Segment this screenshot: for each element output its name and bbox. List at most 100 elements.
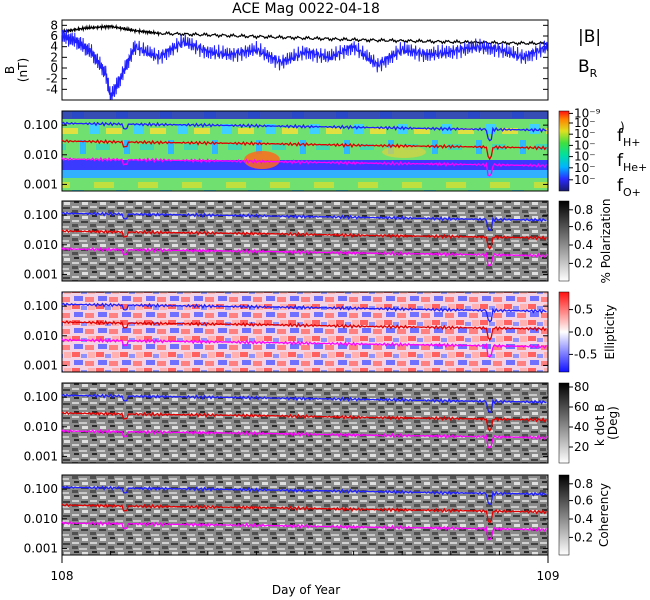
freq-line-f-hplus [61,393,547,414]
colorbar-tick-label: 0.8 [574,203,593,217]
legend-b-radial-sub: R [590,67,598,80]
kdotb-colorbar-label-line1: k dot B [593,404,607,446]
freq-line-f-oplus [61,337,547,358]
freq-line-f-oplus [61,428,547,449]
freq-line-f-heplus [61,139,547,161]
freq-line-f-heplus [61,503,547,525]
power-colorbar-paren: ) [620,120,625,134]
coherency-panel: 0.8 0.6 0.4 0.2 Coherency [61,474,611,556]
freq-y-tick-label: 0.010 [24,512,58,526]
power-colorbar-ticks: 10⁻⁹10⁻10⁻10⁻10⁻10⁻10⁻ [569,106,601,187]
freq-line-f-heplus [61,320,547,342]
polarization-panel: 0.8 0.6 0.4 0.2 % Polarization [61,199,613,284]
freq-line-f-heplus [61,229,547,251]
colorbar-tick-label: 10⁻ [574,127,596,141]
power-warm-band [382,146,426,158]
series-b-radial-line [61,29,548,100]
colorbar-tick-label: 0.6 [574,494,593,508]
freq-y-tick-label: 0.100 [24,118,58,132]
ellipticity-colorbar [558,291,570,373]
colorbar-tick-label: 0.0 [574,325,593,339]
colorbar-tick-label: -0.5 [574,347,597,361]
field-y-tick-label: 8 [50,18,58,32]
freq-line-f-hplus [61,485,547,506]
freq-y-tick-label: 0.100 [24,299,58,313]
freq-y-tick-label: 0.010 [24,420,58,434]
freq-line-f-oplus [61,156,547,177]
coherency-colorbar-label: Coherency [597,483,611,547]
colorbar-tick-label: 10⁻⁹ [574,106,601,120]
freq-line-f-heplus [61,411,547,433]
field-y-tick-label: -2 [46,72,58,86]
kdotb-panel-frame [61,382,549,464]
field-y-axis-label: B(nT) [3,58,30,82]
polarization-spectrogram [62,201,548,281]
field-series [61,23,548,100]
power-hotspot [244,151,280,169]
freq-y-tick-label: 0.001 [24,177,58,191]
power-high-band [62,111,548,119]
frequency-lines [61,121,547,541]
freq-y-tick-label: 0.001 [24,449,58,463]
legend-b-total: |B| [578,27,601,47]
legend-b-radial: BR [578,57,598,80]
freq-line-f-oplus [61,520,547,541]
colorbar-tick-label: 0.6 [574,220,593,234]
kdotb-colorbar-ticks: 80 60 40 20 [569,380,589,454]
legend-b-radial-base: B [578,57,590,77]
coherency-colorbar-ticks: 0.8 0.6 0.4 0.2 [569,477,593,544]
ellipticity-panel: 0.5 0.0 -0.5 Ellipticity [61,291,617,373]
chart-title: ACE Mag 0022-04-18 [232,1,380,17]
freq-line-f-hplus [61,211,547,232]
ellipticity-colorbar-label: Ellipticity [603,305,617,360]
field-y-tick-label: 0 [50,61,58,75]
freq-y-tick-label: 0.001 [24,267,58,281]
species-legend-item: fH+ [617,126,641,149]
colorbar-tick-label: 10⁻ [574,150,596,164]
power-spectrogram [62,111,548,191]
coherency-spectrogram [62,475,548,555]
power-panel: 10⁻⁹10⁻10⁻10⁻10⁻10⁻10⁻ ) fH+fHe+fO+ [61,106,647,199]
freq-line-f-hplus [61,302,547,323]
colorbar-tick-label: 20 [574,440,589,454]
freq-line-f-hplus [61,121,547,142]
x-axis-label: Day of Year [272,583,340,597]
freq-y-tick-label: 0.100 [24,208,58,222]
freq-y-tick-label: 0.100 [24,482,58,496]
freq-y-tick-label: 0.010 [24,329,58,343]
kdotb-colorbar [558,382,570,464]
ellipticity-colorbar-ticks: 0.5 0.0 -0.5 [569,303,597,361]
kdotb-spectrogram [62,383,548,463]
freq-line-f-oplus [61,246,547,267]
field-y-tick-label: 2 [50,50,58,64]
colorbar-tick-label: 0.4 [574,512,593,526]
freq-y-tick-label: 0.010 [24,148,58,162]
colorbar-tick-label: 0.8 [574,477,593,491]
freq-y-tick-label: 0.001 [24,541,58,555]
freq-y-tick-label: 0.010 [24,238,58,252]
species-legend-item: fO+ [617,176,641,199]
colorbar-tick-label: 40 [574,420,589,434]
colorbar-tick-label: 0.5 [574,303,593,317]
polarization-colorbar-ticks: 0.8 0.6 0.4 0.2 [569,203,593,270]
colorbar-tick-label: 10⁻ [574,173,596,187]
polarization-colorbar [558,200,570,282]
ellipticity-spectrogram [62,292,548,372]
series-b-total-line [61,23,548,47]
polarization-colorbar-label: % Polarization [599,199,613,284]
coherency-colorbar [558,474,570,556]
power-colorbar [558,110,570,192]
x-tick-label: 108 [51,569,74,583]
kdotb-colorbar-label-line2: (Deg) [606,406,620,440]
x-axis: 108 109 [51,551,560,583]
colorbar-tick-label: 10⁻ [574,116,596,130]
field-y-tick-label: -4 [46,82,58,96]
colorbar-tick-label: 0.2 [574,530,593,544]
x-tick-label: 109 [537,569,560,583]
species-legend: fH+fHe+fO+ [617,126,647,199]
freq-y-tick-label: 0.001 [24,358,58,372]
kdotb-colorbar-label: k dot B (Deg) [593,400,620,446]
